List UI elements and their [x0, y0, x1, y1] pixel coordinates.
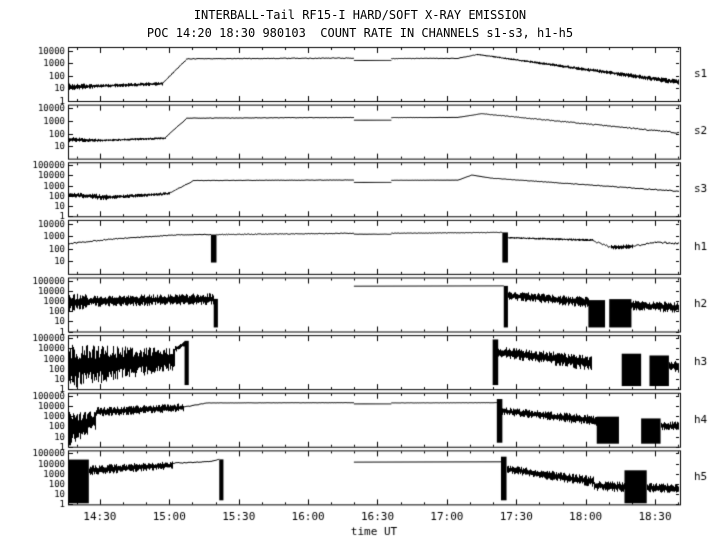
plot-title: INTERBALL-Tail RF15-I HARD/SOFT X-RAY EM…: [193, 8, 527, 22]
plot-subtitle: POC 14:20 18:30 980103 COUNT RATE IN CHA…: [146, 26, 574, 40]
